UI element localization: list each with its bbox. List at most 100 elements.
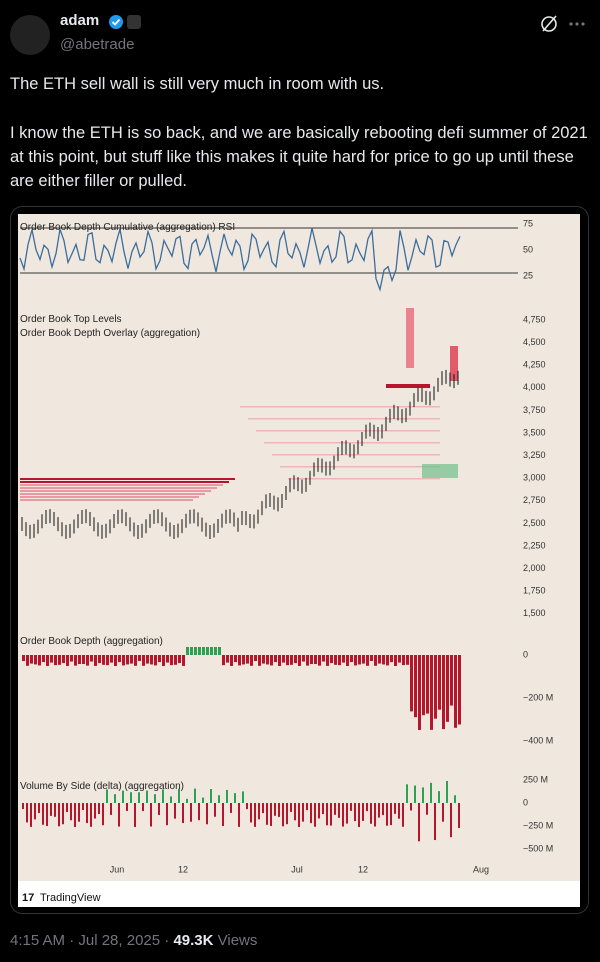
depth-bar [266,655,269,665]
sell-wall [20,490,211,492]
depth-bar [186,647,189,655]
depth-bar [94,655,97,666]
depth-bar [126,655,129,665]
volume-bar [58,803,60,827]
sell-wall [312,430,440,432]
rsi-line [19,228,461,292]
depth-bar [30,655,33,664]
depth-bar [170,655,173,666]
depth-bar [46,655,49,666]
y-tick-label: 2,250 [523,540,546,550]
depth-bar [162,655,165,666]
volume-bar [234,793,236,803]
volume-bar [118,803,120,827]
volume-bar [426,803,428,815]
depth-bar [310,655,313,665]
depth-bar [250,655,253,666]
volume-bar [42,803,44,825]
avatar[interactable] [10,15,50,55]
depth-bar [314,655,317,665]
brand-logo: 17 [22,892,34,904]
tweet-text: The ETH sell wall is still very much in … [10,75,385,93]
grok-icon[interactable] [541,16,557,32]
y-tick-label: 4,000 [523,382,546,392]
volume-bar [246,803,248,810]
volume-bar [430,782,432,803]
volume-bar [110,803,112,815]
sell-wall [20,478,235,480]
depth-bar [90,655,93,662]
depth-bar [218,647,221,655]
depth-bar [70,655,73,662]
volume-bar [214,803,216,817]
y-tick-label: 50 [523,244,533,254]
volume-bar [298,803,300,827]
depth-bar [182,655,185,666]
depth-bar [174,655,177,665]
volume-bar [362,803,364,821]
volume-bar [342,803,344,827]
depth-bar [338,655,341,666]
depth-bar [442,655,445,730]
volume-bar [114,794,116,803]
depth-bar [146,655,149,664]
depth-bar [382,655,385,665]
volume-bar [206,803,208,825]
depth-bar [334,655,337,665]
volume-bar [310,803,312,824]
depth-bar [454,655,457,728]
verified-badge [109,15,123,29]
volume-bar [322,803,324,815]
depth-bar [82,655,85,665]
y-tick-label: 0 [523,797,528,807]
volume-bar [270,803,272,826]
volume-bar [166,803,168,826]
volume-bar [198,803,200,821]
depth-bar [386,655,389,666]
volume-bar [454,795,456,803]
depth-bar [294,655,297,664]
volume-bar [134,803,136,827]
chart-decoration [19,227,518,842]
depth-bar [62,655,65,664]
display-name[interactable]: adam [60,12,100,29]
volume-bar [358,803,360,827]
depth-bar [318,655,321,666]
volume-bar [338,803,340,818]
depth-bar [398,655,401,663]
tweet-image[interactable]: Order Book Depth Cumulative (aggregation… [10,206,589,914]
timestamp-row: 4:15 AM · Jul 28, 2025 · 49.3K Views [10,932,257,949]
sell-spike [450,346,458,381]
volume-bar [334,803,336,815]
depth-bar [166,655,169,663]
timestamp[interactable]: 4:15 AM · Jul 28, 2025 · [10,932,174,949]
volume-bar [162,789,164,803]
handle[interactable]: @abetrade [60,36,135,53]
sell-wall [20,499,193,501]
volume-bar [394,803,396,814]
volume-bar [422,787,424,803]
affiliate-badge [127,15,141,29]
depth-bar [278,655,281,666]
panel-title: Volume By Side (delta) (aggregation) [20,781,184,792]
sell-wall [20,496,199,498]
volume-bar [274,803,276,816]
depth-bar [102,655,105,665]
x-tick-label: 12 [178,864,188,874]
sell-wall [20,487,217,489]
depth-bar [66,655,69,666]
volume-bar [218,795,220,803]
volume-bar [254,803,256,827]
volume-bar [142,803,144,812]
x-tick-label: Jun [110,864,125,874]
y-tick-label: 1,750 [523,586,546,596]
depth-bar [430,655,433,730]
x-tick-label: Aug [473,864,489,874]
depth-bar [286,655,289,666]
depth-bar [322,655,325,662]
depth-bar [178,655,181,664]
volume-bar [326,803,328,826]
more-icon[interactable] [569,22,585,26]
sell-spike [406,308,414,368]
volume-bar [382,803,384,816]
